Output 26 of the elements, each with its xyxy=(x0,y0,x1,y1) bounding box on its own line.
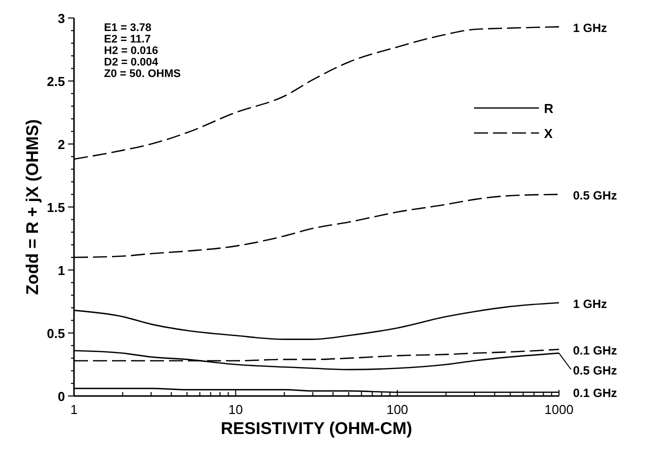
series-label: 1 GHz xyxy=(573,20,608,35)
series-label: 0.5 GHz xyxy=(573,188,618,202)
annotation: R xyxy=(544,101,554,116)
annotation: Z0 = 50. OHMS xyxy=(104,68,181,80)
y-tick-label: 1.5 xyxy=(46,200,65,215)
y-tick-label: 3 xyxy=(58,11,65,26)
series-label: 0.1 GHz xyxy=(573,386,618,400)
x-tick-label: 100 xyxy=(386,402,408,417)
y-tick-label: 2.5 xyxy=(46,74,65,89)
series-label: 0.5 GHz xyxy=(573,363,618,378)
x-tick-label: 10 xyxy=(228,402,243,417)
annotation: E1 = 3.78 xyxy=(104,22,152,34)
y-tick-label: 1 xyxy=(58,263,65,278)
y-tick-label: 0 xyxy=(58,389,65,404)
annotation: H2 = 0.016 xyxy=(104,45,158,57)
y-tick-label: 2 xyxy=(58,137,65,152)
annotation: E2 = 11.7 xyxy=(104,34,151,46)
x-tick-label: 1000 xyxy=(544,402,574,417)
series-label: 1 GHz xyxy=(573,296,608,311)
x-axis-title: RESISTIVITY (OHM-CM) xyxy=(220,419,412,438)
annotation: D2 = 0.004 xyxy=(104,56,160,68)
series-label: 0.1 GHz xyxy=(573,343,618,358)
x-tick-label: 1 xyxy=(70,402,78,417)
y-axis-title: Zodd = R + jX (OHMS) xyxy=(23,119,42,295)
y-tick-label: 0.5 xyxy=(46,326,65,341)
annotation: X xyxy=(544,126,553,141)
